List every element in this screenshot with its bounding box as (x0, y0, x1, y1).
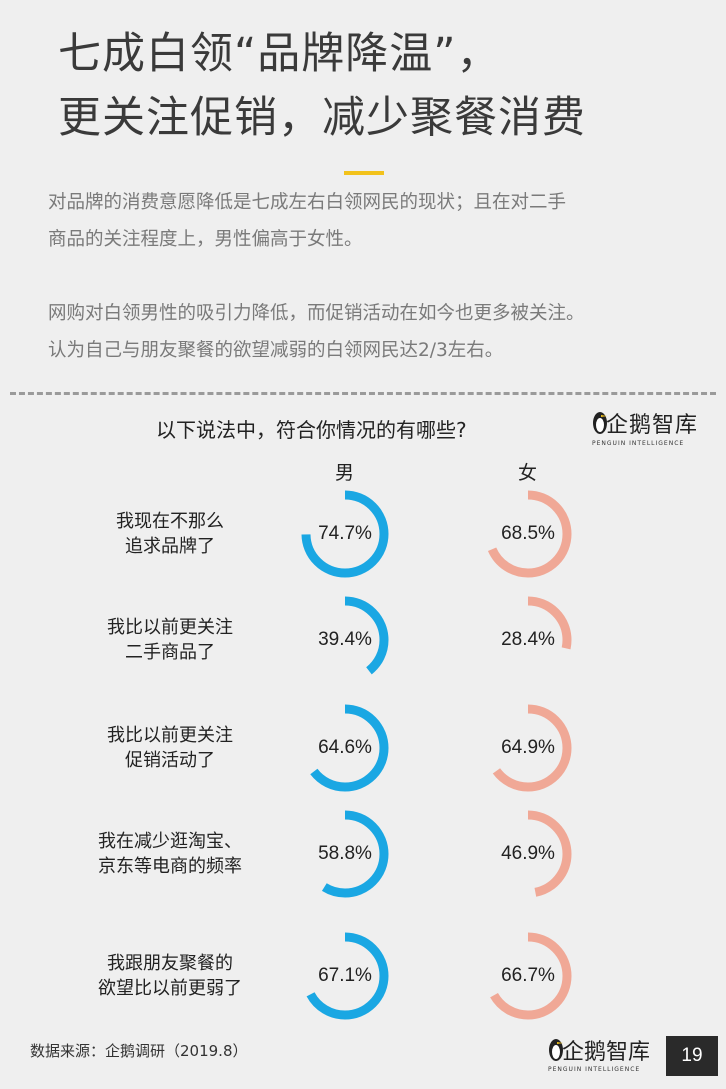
female-value-label: 64.9% (501, 737, 555, 758)
category-label-line: 二手商品了 (125, 642, 215, 663)
intro-p1-line1: 对品牌的消费意愿降低是七成左右白领网民的现状；且在对二手 (48, 192, 567, 213)
logo-brand-text: 企鹅智库 (606, 413, 699, 438)
intro-p1-line2: 商品的关注程度上，男性偏高于女性。 (48, 229, 363, 250)
logo-sub-text: PENGUIN INTELLIGENCE (592, 440, 685, 447)
male-donut-arc (301, 704, 389, 792)
female-donut: 46.9% (480, 806, 576, 902)
dashed-divider (10, 392, 716, 395)
category-label-line: 我比以前更关注 (107, 725, 233, 746)
intro-text: 对品牌的消费意愿降低是七成左右白领网民的现状；且在对二手 商品的关注程度上，男性… (48, 184, 708, 369)
male-donut-arc (301, 810, 389, 898)
source-note: 数据来源：企鹅调研（2019.8） (30, 1042, 248, 1060)
male-donut-arc (301, 490, 389, 578)
male-donut-arc (301, 932, 389, 1020)
male-donut-arc (301, 596, 389, 684)
category-label-line: 追求品牌了 (125, 536, 215, 557)
male-value-label: 39.4% (318, 629, 372, 650)
category-label: 我现在不那么 追求品牌了 (70, 509, 270, 559)
female-donut: 28.4% (480, 592, 576, 688)
female-value-label: 66.7% (501, 965, 555, 986)
title-line-2: 更关注促销，减少聚餐消费 (58, 93, 586, 143)
female-donut-arc (484, 596, 572, 684)
penguin-icon (549, 1039, 563, 1061)
accent-bar (344, 171, 384, 175)
intro-paragraph-2: 网购对白领男性的吸引力降低，而促销活动在如今也更多被关注。 认为自己与朋友聚餐的… (48, 295, 708, 369)
male-value-label: 74.7% (318, 523, 372, 544)
footer-logo-brand: 企鹅智库 (562, 1040, 651, 1065)
category-label-line: 我跟朋友聚餐的 (107, 953, 233, 974)
category-label-line: 欲望比以前更弱了 (98, 978, 242, 999)
category-label-line: 我现在不那么 (116, 511, 224, 532)
female-donut: 68.5% (480, 486, 576, 582)
female-donut-arc (484, 810, 572, 898)
male-donut: 67.1% (297, 928, 393, 1024)
category-label: 我在减少逛淘宝、 京东等电商的频率 (70, 829, 270, 879)
chart-title: 以下说法中，符合你情况的有哪些? (156, 418, 467, 442)
footer-logo: 企鹅智库 PENGUIN INTELLIGENCE (548, 1034, 658, 1080)
penguin-icon (593, 412, 607, 434)
category-label-line: 促销活动了 (125, 750, 215, 771)
page-title: 七成白领“品牌降温”， 更关注促销，减少聚餐消费 (58, 22, 698, 150)
brand-logo: 企鹅智库 PENGUIN INTELLIGENCE (592, 407, 704, 455)
intro-paragraph-1: 对品牌的消费意愿降低是七成左右白领网民的现状；且在对二手 商品的关注程度上，男性… (48, 184, 708, 258)
category-label: 我比以前更关注 二手商品了 (70, 615, 270, 665)
category-label: 我比以前更关注 促销活动了 (70, 723, 270, 773)
male-value-label: 64.6% (318, 737, 372, 758)
category-label-line: 京东等电商的频率 (98, 856, 242, 877)
page-number: 19 (666, 1036, 718, 1076)
legend-male: 男 (335, 462, 355, 484)
female-value-label: 28.4% (501, 629, 555, 650)
category-label-line: 我在减少逛淘宝、 (98, 831, 242, 852)
female-donut: 66.7% (480, 928, 576, 1024)
male-donut: 39.4% (297, 592, 393, 688)
male-donut: 58.8% (297, 806, 393, 902)
male-value-label: 58.8% (318, 843, 372, 864)
female-value-label: 46.9% (501, 843, 555, 864)
intro-p2-line2: 认为自己与朋友聚餐的欲望减弱的白领网民达2/3左右。 (48, 340, 504, 361)
female-donut-arc (484, 490, 572, 578)
male-donut: 64.6% (297, 700, 393, 796)
title-line-1: 七成白领“品牌降温”， (58, 29, 501, 79)
category-label-line: 我比以前更关注 (107, 617, 233, 638)
male-value-label: 67.1% (318, 965, 372, 986)
female-donut-arc (484, 932, 572, 1020)
female-donut: 64.9% (480, 700, 576, 796)
male-donut: 74.7% (297, 486, 393, 582)
intro-p2-line1: 网购对白领男性的吸引力降低，而促销活动在如今也更多被关注。 (48, 303, 585, 324)
footer-logo-sub: PENGUIN INTELLIGENCE (548, 1066, 641, 1073)
category-label: 我跟朋友聚餐的 欲望比以前更弱了 (70, 951, 270, 1001)
female-value-label: 68.5% (501, 523, 555, 544)
female-donut-arc (484, 704, 572, 792)
legend-female: 女 (518, 462, 538, 484)
